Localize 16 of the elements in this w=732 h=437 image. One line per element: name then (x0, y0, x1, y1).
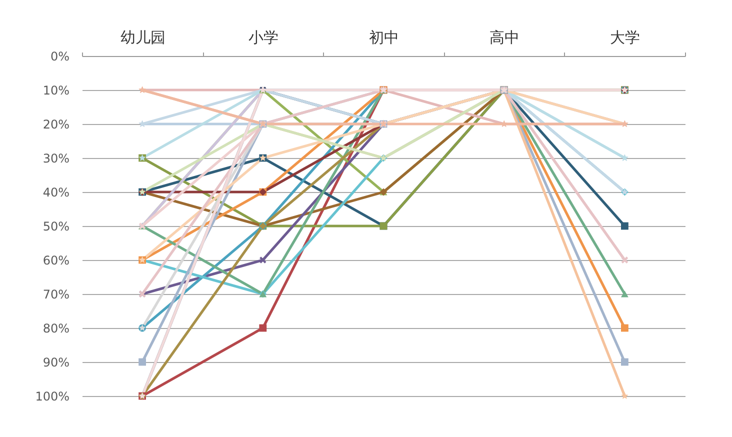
x-tick-label: 小学 (248, 28, 278, 46)
y-tick-label: 70% (42, 288, 70, 302)
y-tick-label: 100% (35, 390, 70, 404)
y-tick-label: 60% (42, 254, 70, 268)
y-tick-label: 80% (42, 322, 70, 336)
x-tick-label: 大学 (610, 28, 640, 46)
y-tick-label: 10% (42, 84, 70, 98)
x-tick-label: 初中 (369, 28, 399, 46)
y-tick-label: 30% (42, 152, 70, 166)
y-tick-label: 20% (42, 118, 70, 132)
y-tick-label: 0% (50, 50, 70, 64)
y-tick-label: 90% (42, 356, 70, 370)
y-tick-label: 50% (42, 220, 70, 234)
x-tick-label: 高中 (490, 28, 520, 46)
x-tick-label: 幼儿园 (120, 28, 166, 46)
y-tick-label: 40% (42, 186, 70, 200)
